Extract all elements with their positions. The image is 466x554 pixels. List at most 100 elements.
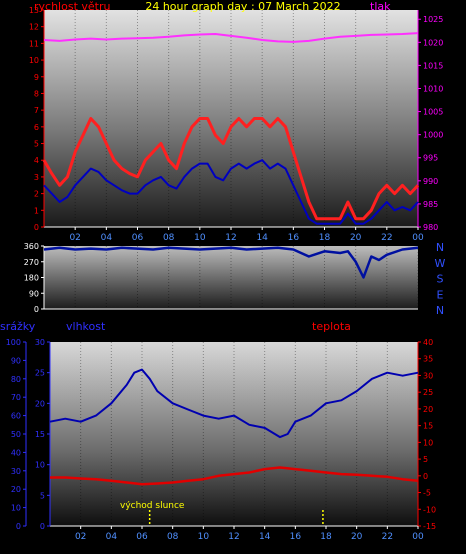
chart-title: 24 hour graph day : 07 March 2022 [145,0,340,13]
rain-label: srážky [0,320,36,333]
y-tick-label: 30 [11,467,21,476]
weather-series-layer [49,368,419,526]
y-tick-label: 40 [11,448,21,457]
pressure-label: tlak [370,0,391,13]
direction-axis: 0 90 180 270 360 [24,242,45,314]
rain-axis: 0 10 20 30 40 50 60 70 80 90 100 [6,338,27,531]
y-tick-label: 360 [24,242,39,251]
x-tick-label: 08 [163,233,175,243]
direction-series-layer [43,246,419,279]
wind-series-layer [42,32,420,225]
y-tick-label: -5 [423,489,431,498]
wind-speed-label: rychlost větru [34,0,110,13]
y-tick-label: 15 [35,430,45,439]
y-tick-label: 40 [423,338,433,347]
y-tick-label: 1015 [423,61,443,70]
x-tick-label: 18 [320,532,332,542]
weather-plot-area [50,342,418,526]
temperature-line [50,466,419,486]
sunrise-label: východ slunce [120,501,185,511]
x-tick-label: 06 [132,233,144,243]
x-tick-label: 06 [136,532,148,542]
wind-time-axis: 02 04 06 08 10 12 14 16 18 20 22 00 [69,227,424,243]
y-tick-label: 15 [423,422,433,431]
compass-label: S [437,273,444,286]
pressure-axis: 980 985 990 995 1000 1005 1010 1015 1020 1025 [417,10,443,232]
humidity-label: vlhkost [66,320,106,333]
y-tick-label: 0 [40,522,45,531]
temperature-axis: -15 -10 -5 0 5 10 15 20 25 30 35 40 [417,338,436,531]
wind-speed-line [42,117,420,221]
x-tick-label: 10 [194,233,206,243]
pressure-line [43,32,419,43]
humidity-line [49,368,419,439]
y-tick-label: 30 [423,371,433,380]
y-tick-label: 25 [35,369,45,378]
y-tick-label: 1020 [423,38,443,47]
wind-gust-line [43,159,419,225]
y-tick-label: 11 [29,39,39,48]
y-tick-label: 20 [11,485,21,494]
y-tick-label: 270 [24,258,39,267]
x-tick-label: 16 [290,532,302,542]
y-tick-label: 180 [24,274,39,283]
x-tick-label: 04 [106,532,118,542]
x-tick-label: 02 [69,233,80,243]
weather-time-axis: 02 04 06 08 10 12 14 16 18 20 22 00 [75,526,424,542]
x-tick-label: 00 [412,532,424,542]
direction-plot-area [44,246,418,309]
y-tick-label: 985 [423,200,438,209]
y-tick-label: -10 [423,505,436,514]
y-tick-label: 20 [423,405,433,414]
y-tick-label: 10 [423,438,433,447]
compass-label: N [436,304,444,317]
y-tick-label: 10 [29,56,39,65]
y-tick-label: 13 [29,6,39,15]
y-tick-label: 1 [34,206,39,215]
direction-grid [44,246,419,310]
x-tick-label: 14 [259,532,271,542]
y-tick-label: 9 [34,73,39,82]
x-tick-label: 04 [101,233,113,243]
y-tick-label: 0 [16,522,21,531]
x-tick-label: 02 [75,532,86,542]
y-tick-label: 80 [11,375,21,384]
y-tick-label: 20 [35,399,45,408]
compass-label: W [435,257,446,270]
y-tick-label: 60 [11,412,21,421]
wind-grid [44,10,419,228]
y-tick-label: 990 [423,177,438,186]
y-tick-label: 5 [423,455,428,464]
y-tick-label: 25 [423,388,433,397]
x-tick-label: 08 [167,532,179,542]
y-tick-label: 50 [11,430,21,439]
x-tick-label: 18 [319,233,331,243]
x-tick-label: 12 [228,532,239,542]
y-tick-label: 995 [423,154,438,163]
y-tick-label: 10 [35,461,45,470]
y-tick-label: 5 [34,140,39,149]
y-tick-label: 1005 [423,108,443,117]
x-tick-label: 22 [381,233,392,243]
wind-plot-area [44,10,418,227]
y-tick-label: 10 [11,504,21,513]
y-tick-label: 4 [34,156,39,165]
y-tick-label: 0 [34,305,39,314]
y-tick-label: 980 [423,223,438,232]
x-tick-label: 22 [382,532,393,542]
x-tick-label: 20 [350,233,362,243]
y-tick-label: 0 [34,223,39,232]
y-tick-label: 90 [29,289,39,298]
x-tick-label: 14 [256,233,268,243]
y-tick-label: 6 [34,123,39,132]
y-tick-label: 3 [34,173,39,182]
x-tick-label: 20 [351,532,363,542]
x-tick-label: 12 [225,233,236,243]
temperature-label: teplota [312,320,351,333]
y-tick-label: 30 [35,338,45,347]
y-tick-label: -15 [423,522,436,531]
y-tick-label: 12 [29,23,39,32]
